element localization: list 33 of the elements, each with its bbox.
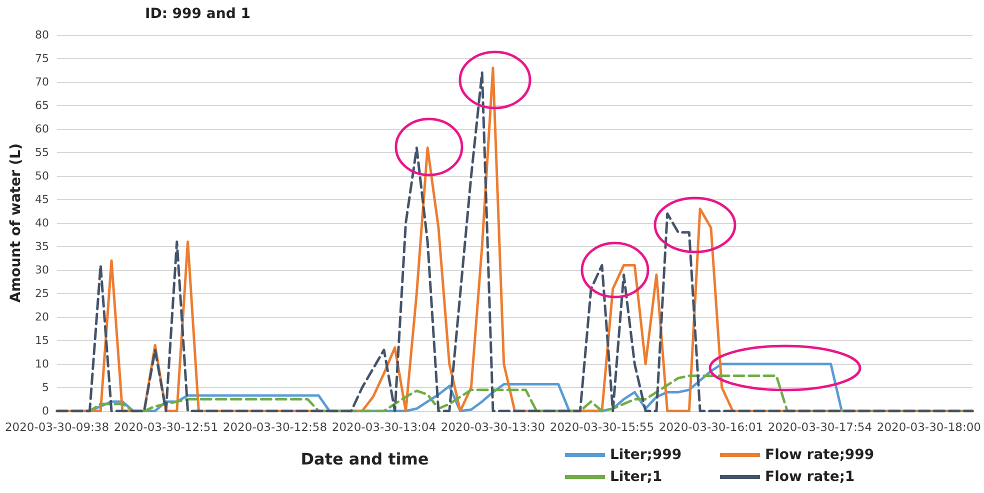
- y-tick-label: 0: [42, 404, 49, 418]
- y-tick-label: 75: [35, 52, 49, 65]
- x-axis-title: Date and time: [300, 450, 429, 468]
- x-tick-label: 2020-03-30-16:01: [658, 420, 764, 434]
- legend-label: Flow rate;999: [765, 447, 874, 463]
- x-tick-label: 2020-03-30-12:51: [114, 420, 218, 434]
- y-tick-label: 25: [35, 287, 49, 300]
- y-tick-label: 20: [35, 310, 49, 324]
- y-tick-label: 5: [42, 381, 49, 394]
- y-tick-label: 45: [35, 193, 49, 206]
- legend-label: Flow rate;1: [765, 469, 855, 485]
- x-tick-label: 2020-03-30-17:54: [768, 420, 872, 434]
- x-tick-label: 2020-03-30-12:58: [222, 420, 328, 434]
- y-tick-label: 35: [35, 240, 49, 253]
- x-tick-label: 2020-03-30-18:00: [876, 420, 981, 434]
- y-tick-label: 60: [35, 122, 49, 136]
- y-tick-label: 15: [35, 334, 49, 347]
- x-tick-label: 2020-03-30-13:30: [440, 420, 546, 434]
- y-tick-label: 50: [35, 170, 49, 182]
- x-tick-label: 2020-03-30-13:04: [332, 420, 436, 434]
- y-tick-label: 70: [35, 76, 49, 88]
- y-tick-label: 65: [35, 99, 49, 112]
- y-tick-label: 10: [35, 358, 49, 370]
- y-tick-label: 80: [35, 28, 49, 42]
- y-tick-label: 40: [35, 216, 49, 230]
- chart-title: ID: 999 and 1: [145, 6, 250, 22]
- y-tick-label: 55: [35, 146, 49, 159]
- legend-label: Liter;1: [610, 469, 662, 485]
- legend-label: Liter;999: [610, 447, 682, 463]
- y-tick-label: 30: [35, 264, 49, 276]
- x-tick-label: 2020-03-30-09:38: [4, 420, 110, 434]
- x-tick-label: 2020-03-30-15:55: [550, 420, 654, 434]
- y-axis-title: Amount of water (L): [8, 143, 24, 303]
